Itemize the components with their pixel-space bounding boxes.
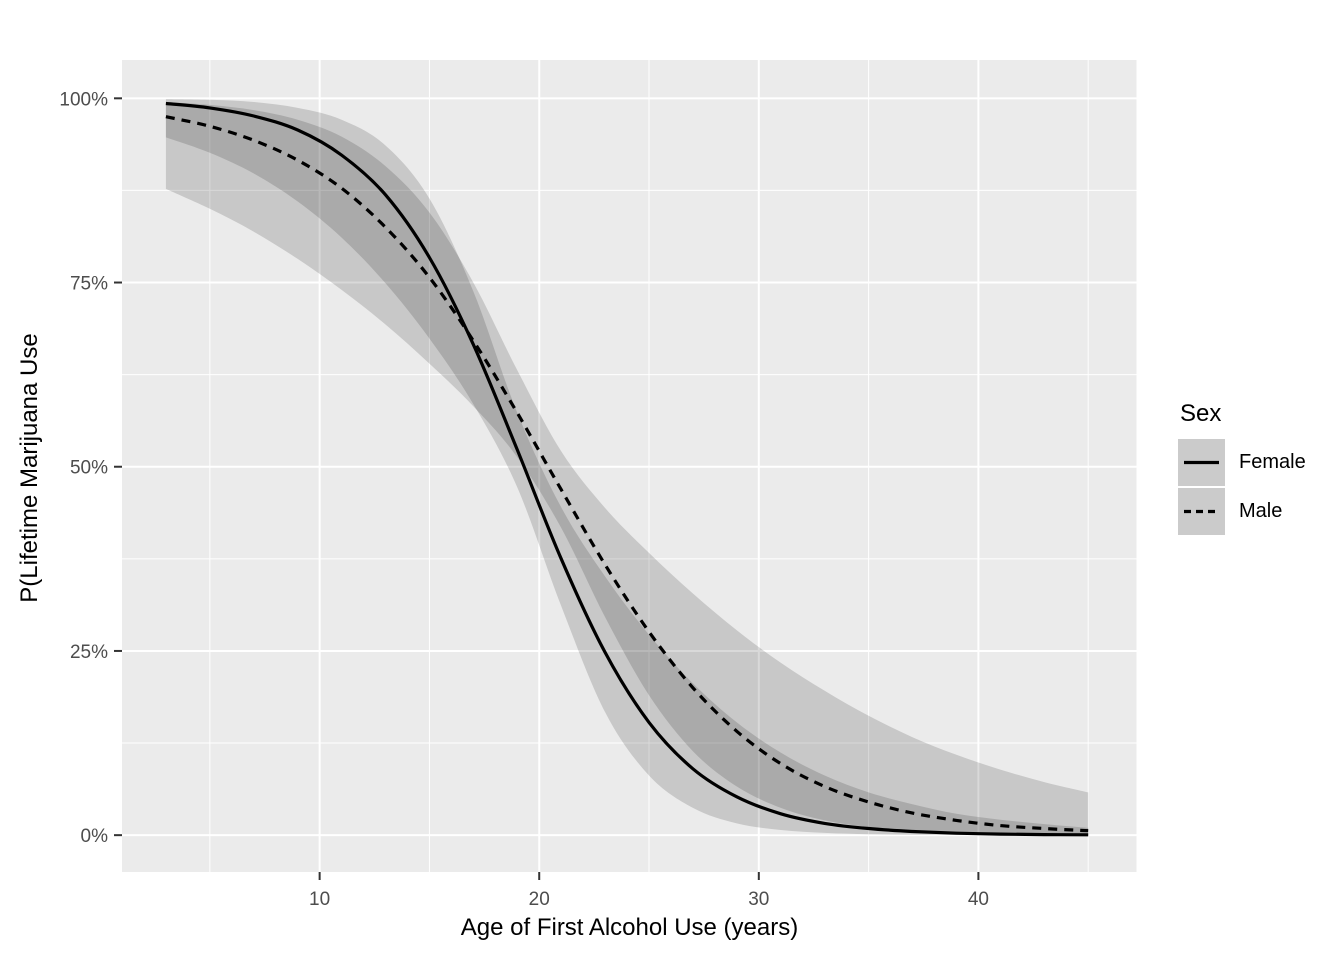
fit-line-male xyxy=(165,115,1089,833)
legend-label-female: Female xyxy=(1239,451,1306,473)
x-tick-label: 10 xyxy=(309,889,330,910)
legend-key-dashed-line-icon xyxy=(1178,488,1225,535)
y-tick-label: 50% xyxy=(70,458,108,479)
legend: Sex Female Male xyxy=(1178,400,1306,537)
confidence-ribbon-male xyxy=(0,102,1089,835)
x-tick-label: 40 xyxy=(968,889,989,910)
axis-tick-labels: 10 20 30 40 0% 25% 50% 75% 100% xyxy=(59,89,989,910)
legend-label-male: Male xyxy=(1239,500,1283,522)
major-gridlines xyxy=(122,60,1137,872)
legend-key-solid-line-icon xyxy=(1178,439,1225,486)
y-tick-label: 75% xyxy=(70,274,108,295)
fit-line-female xyxy=(165,101,1089,837)
x-axis-title: Age of First Alcohol Use (years) xyxy=(460,914,799,941)
y-tick-label: 0% xyxy=(81,826,109,847)
x-tick-label: 30 xyxy=(748,889,769,910)
legend-title: Sex xyxy=(1180,400,1222,427)
legend-entry-female: Female xyxy=(1178,439,1306,486)
y-tick-label: 100% xyxy=(59,89,108,110)
y-tick-label: 25% xyxy=(70,642,108,663)
y-axis-title: P(Lifetime Marijuana Use xyxy=(16,333,43,603)
axis-ticks xyxy=(114,97,980,880)
x-tick-label: 20 xyxy=(529,889,550,910)
legend-entry-male: Male xyxy=(1178,488,1306,535)
